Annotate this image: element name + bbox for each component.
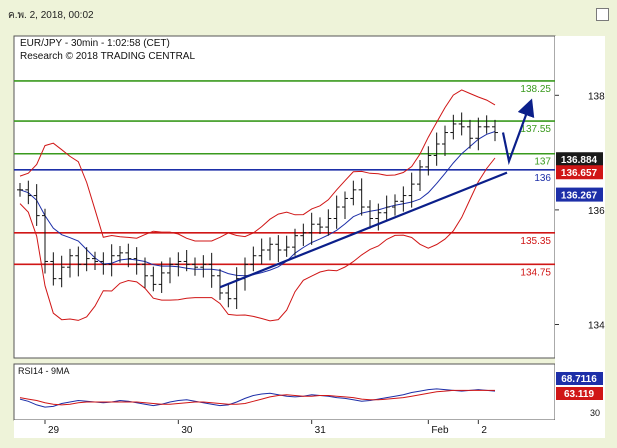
window-date: ค.พ. 2, 2018, 00:02 xyxy=(8,10,94,21)
uptrend-line xyxy=(219,171,508,289)
time-axis xyxy=(14,420,605,438)
price-axis xyxy=(555,36,605,420)
x-tick-label: 30 xyxy=(181,425,193,436)
price-flag-bg xyxy=(556,165,603,180)
x-tick-label: 29 xyxy=(48,425,60,436)
window-title-bar: ค.พ. 2, 2018, 00:02 xyxy=(0,0,617,26)
price-flag-bg xyxy=(556,187,603,202)
x-tick-label: 2 xyxy=(481,425,487,436)
rsi-flag-label: 68.7116 xyxy=(561,374,597,385)
rsi-ma-flag-label: 63.119 xyxy=(564,389,594,400)
rsi-plot-area xyxy=(13,363,556,421)
y-tick-label: 134 xyxy=(588,320,605,331)
support-label: 135.35 xyxy=(520,236,551,247)
resistance-label: 137 xyxy=(534,157,551,168)
rsi-ma-line xyxy=(19,389,495,406)
rsi-ma-flag-bg xyxy=(556,387,603,400)
window-corner-button[interactable] xyxy=(596,8,609,21)
bollinger-lower xyxy=(19,157,496,322)
price-flag-label: 136.657 xyxy=(561,168,598,179)
rsi-flag-bg xyxy=(556,372,603,385)
x-tick-label: Feb xyxy=(431,425,449,436)
chart-title: EUR/JPY - 30min - 1:02:58 (CET) xyxy=(20,38,170,49)
price-flag-label: 136.267 xyxy=(561,191,598,202)
resistance-label: 137.55 xyxy=(520,124,551,135)
x-tick-label: 31 xyxy=(315,425,327,436)
support-label: 134.75 xyxy=(520,267,551,278)
y-tick-label: 138 xyxy=(588,91,605,102)
resistance-label: 138.25 xyxy=(520,84,551,95)
rsi-title: RSI14 - 9MA xyxy=(18,366,70,376)
y-tick-label: 136 xyxy=(588,206,605,217)
bollinger-upper xyxy=(19,89,496,242)
rsi-tick-30: 30 xyxy=(590,408,600,418)
main-plot-area xyxy=(13,35,556,359)
moving-average-line xyxy=(19,131,496,277)
pivot-label: 136 xyxy=(534,173,551,184)
projection-arrow xyxy=(501,98,535,166)
price-flag-bg xyxy=(556,152,603,167)
chart-subtitle: Research © 2018 TRADING CENTRAL xyxy=(20,51,195,62)
price-flag-label: 136.884 xyxy=(561,155,598,166)
